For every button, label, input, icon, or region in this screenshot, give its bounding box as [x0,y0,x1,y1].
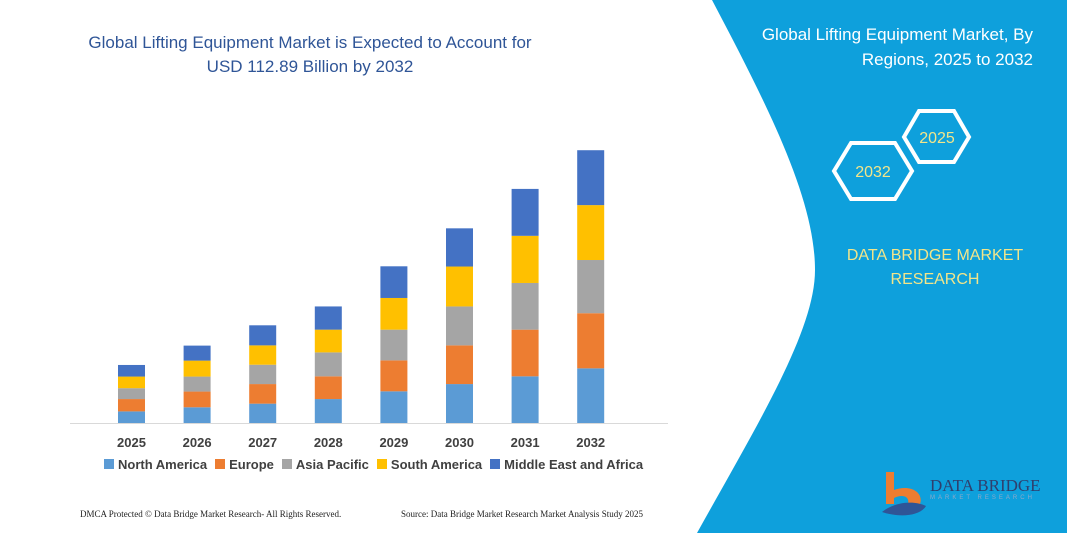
bar-2031-europe [511,329,539,377]
legend-swatch [376,459,387,469]
bar-2025-asia-pacific [118,388,145,400]
legend-item: North America [104,457,207,472]
legend-swatch [490,459,501,469]
bar-2025-north-america [118,411,145,423]
bar-2029-europe [380,360,408,392]
hex-label-2032: 2032 [855,164,891,181]
bar-2026-north-america [183,407,211,423]
bar-2032-asia-pacific [577,260,605,314]
bar-2031-south-america [511,235,539,283]
x-tick-labels: 2025 2026 2027 2028 2029 2030 2031 2032 [117,435,605,450]
data-bridge-logo-icon [882,472,926,516]
legend-label: Asia Pacific [295,457,369,472]
legend-item: Middle East and Africa [490,457,643,472]
bar-2029-middle-east-and-africa [380,266,408,298]
footer-source: Source: Data Bridge Market Research Mark… [401,509,643,519]
x-tick-2032: 2032 [576,435,605,450]
bar-2030-europe [446,345,473,385]
bar-2026-south-america [183,360,211,377]
hex-2032 [831,141,915,201]
bar-2032-north-america [577,368,605,423]
legend-swatch [104,459,114,469]
bar-2028-europe [314,376,342,400]
bar-2027-middle-east-and-africa [249,325,277,346]
bar-2030-north-america [446,384,473,423]
legend: North America Europe Asia Pacific South Ame… [104,457,643,472]
x-tick-2030: 2030 [445,435,474,450]
bar-2026-middle-east-and-africa [183,345,211,361]
legend-label: Europe [229,457,274,472]
x-tick-2027: 2027 [248,435,277,450]
bar-2027-south-america [249,345,277,365]
bar-2031-north-america [511,376,539,423]
side-panel [697,0,1067,533]
bar-2030-asia-pacific [446,306,473,346]
bar-2026-europe [183,391,211,408]
bar-2030-middle-east-and-africa [446,228,473,267]
bar-2027-europe [249,384,277,404]
bar-2026-asia-pacific [183,376,211,392]
bar-2030-south-america [446,266,473,307]
bar-2028-north-america [314,399,342,423]
bar-2032-middle-east-and-africa [577,150,605,206]
x-tick-2029: 2029 [379,435,408,450]
logo-subtext: MARKET RESEARCH [930,495,1035,501]
side-title: Global Lifting Equipment Market, By Regi… [761,25,1033,69]
legend-label: South America [390,457,483,472]
legend-item: Asia Pacific [281,457,369,472]
bar-2029-north-america [380,391,408,423]
x-tick-2025: 2025 [117,435,146,450]
bar-2025-south-america [118,376,145,389]
bar-2025-middle-east-and-africa [118,364,145,377]
x-tick-2028: 2028 [314,435,343,450]
legend-swatch [281,459,292,469]
logo-text: DATA BRIDGE [930,476,1041,495]
bar-2031-asia-pacific [511,282,539,330]
bar-2032-south-america [577,205,605,261]
legend-label: Middle East and Africa [504,457,644,472]
bar-2031-middle-east-and-africa [511,188,539,236]
chart-title: Global Lifting Equipment Market is Expec… [88,33,532,76]
bar-2032-europe [577,313,605,369]
footer-copyright: DMCA Protected © Data Bridge Market Rese… [80,509,342,519]
legend-label: North America [118,457,208,472]
bar-2028-south-america [314,329,342,353]
brand-text: DATA BRIDGE MARKET RESEARCH [846,247,1024,288]
legend-item: South America [376,457,483,472]
legend-item: Europe [215,457,274,472]
bars [118,150,605,423]
hex-label-2025: 2025 [919,130,955,147]
hex-2025 [901,109,972,164]
legend-swatch [215,459,226,469]
x-tick-2031: 2031 [511,435,540,450]
bar-2028-asia-pacific [314,352,342,377]
bar-2027-asia-pacific [249,364,277,385]
bar-2029-south-america [380,297,408,330]
x-tick-2026: 2026 [183,435,212,450]
bar-2025-europe [118,399,145,412]
bar-2028-middle-east-and-africa [314,306,342,330]
bar-2029-asia-pacific [380,329,408,361]
bar-2027-north-america [249,403,277,423]
